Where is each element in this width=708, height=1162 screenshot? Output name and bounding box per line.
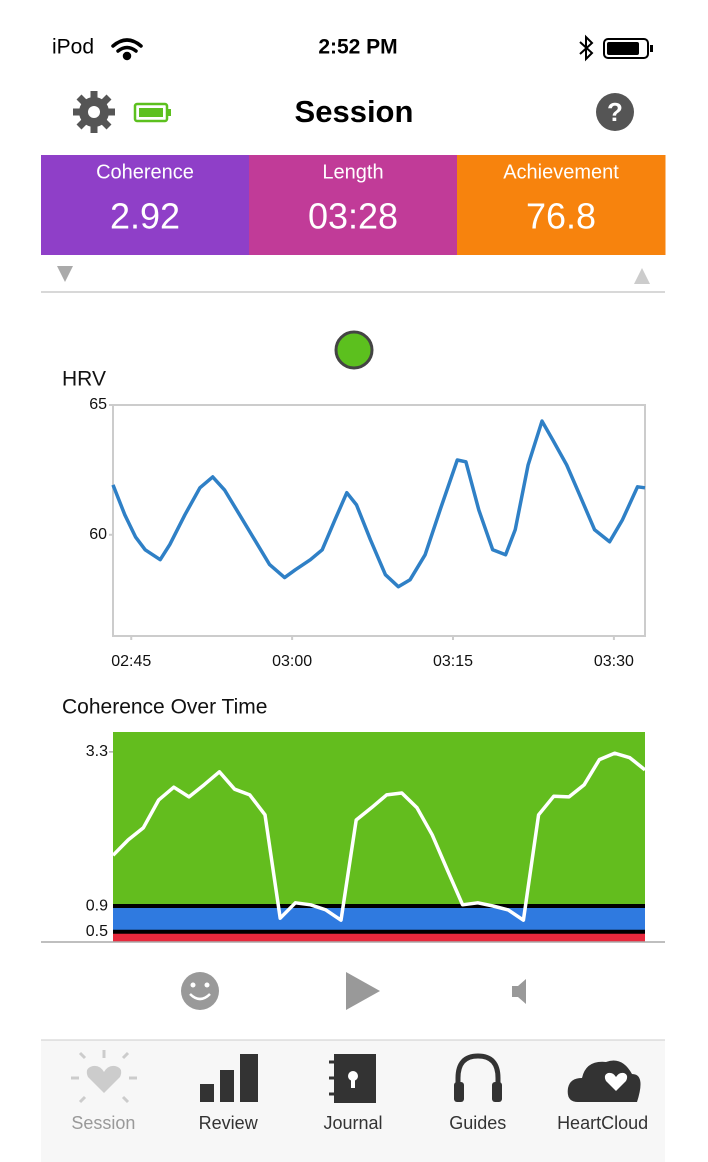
y-tick-label: 60 [89, 526, 107, 543]
tab-label[interactable]: Journal [323, 1113, 382, 1133]
stat-label: Length [322, 161, 383, 183]
battery-icon [603, 38, 653, 59]
stat-box [457, 155, 666, 255]
tab-icon-review[interactable] [200, 1054, 258, 1102]
tab-label[interactable]: Guides [449, 1113, 506, 1133]
zone [113, 931, 645, 942]
coherence-indicator [334, 330, 374, 370]
settings-button[interactable] [73, 91, 115, 133]
play-button[interactable] [346, 972, 380, 1010]
svg-text:?: ? [607, 97, 623, 127]
bluetooth-icon [579, 34, 594, 62]
stat-label: Coherence [96, 161, 194, 183]
tab-icon-session[interactable] [71, 1050, 137, 1104]
y-tick-label: 65 [89, 396, 107, 413]
x-tick-label: 03:00 [272, 653, 312, 670]
tab-icon-journal[interactable] [329, 1054, 376, 1103]
tab-label[interactable]: Review [199, 1113, 259, 1133]
tab-icon-guides[interactable] [454, 1053, 502, 1102]
y-tick-label: 3.3 [86, 743, 108, 760]
header-title: Session [295, 94, 414, 129]
zone [113, 732, 645, 907]
x-tick-label: 02:45 [111, 653, 151, 670]
x-tick-label: 03:15 [433, 653, 473, 670]
help-button[interactable]: ? [596, 93, 634, 131]
tab-label[interactable]: Session [71, 1113, 135, 1133]
stat-box [41, 155, 250, 255]
data-line [111, 751, 647, 922]
wifi-icon [111, 38, 143, 61]
stat-value: 76.8 [526, 196, 596, 237]
stat-label: Achievement [503, 161, 619, 183]
collapse-arrow[interactable] [57, 266, 73, 282]
sound-button[interactable] [512, 979, 526, 1004]
mood-button[interactable] [181, 972, 219, 1010]
chart-title: HRV [62, 368, 106, 391]
plot-frame [112, 404, 646, 637]
clock: 2:52 PM [318, 36, 397, 59]
carrier: iPod [52, 36, 94, 59]
tab-icon-heartcloud[interactable] [567, 1060, 641, 1103]
y-tick-label: 0.9 [86, 897, 108, 914]
expand-arrow[interactable] [634, 268, 650, 284]
stat-box [249, 155, 458, 255]
data-line [111, 419, 646, 589]
x-tick-label: 03:30 [594, 653, 634, 670]
chart-title: Coherence Over Time [62, 696, 267, 719]
zone [113, 906, 645, 932]
y-tick-label: 0.5 [86, 923, 108, 940]
device-battery [133, 102, 171, 123]
stat-value: 2.92 [110, 196, 180, 237]
stat-value: 03:28 [308, 196, 398, 237]
tab-label[interactable]: HeartCloud [557, 1113, 648, 1133]
